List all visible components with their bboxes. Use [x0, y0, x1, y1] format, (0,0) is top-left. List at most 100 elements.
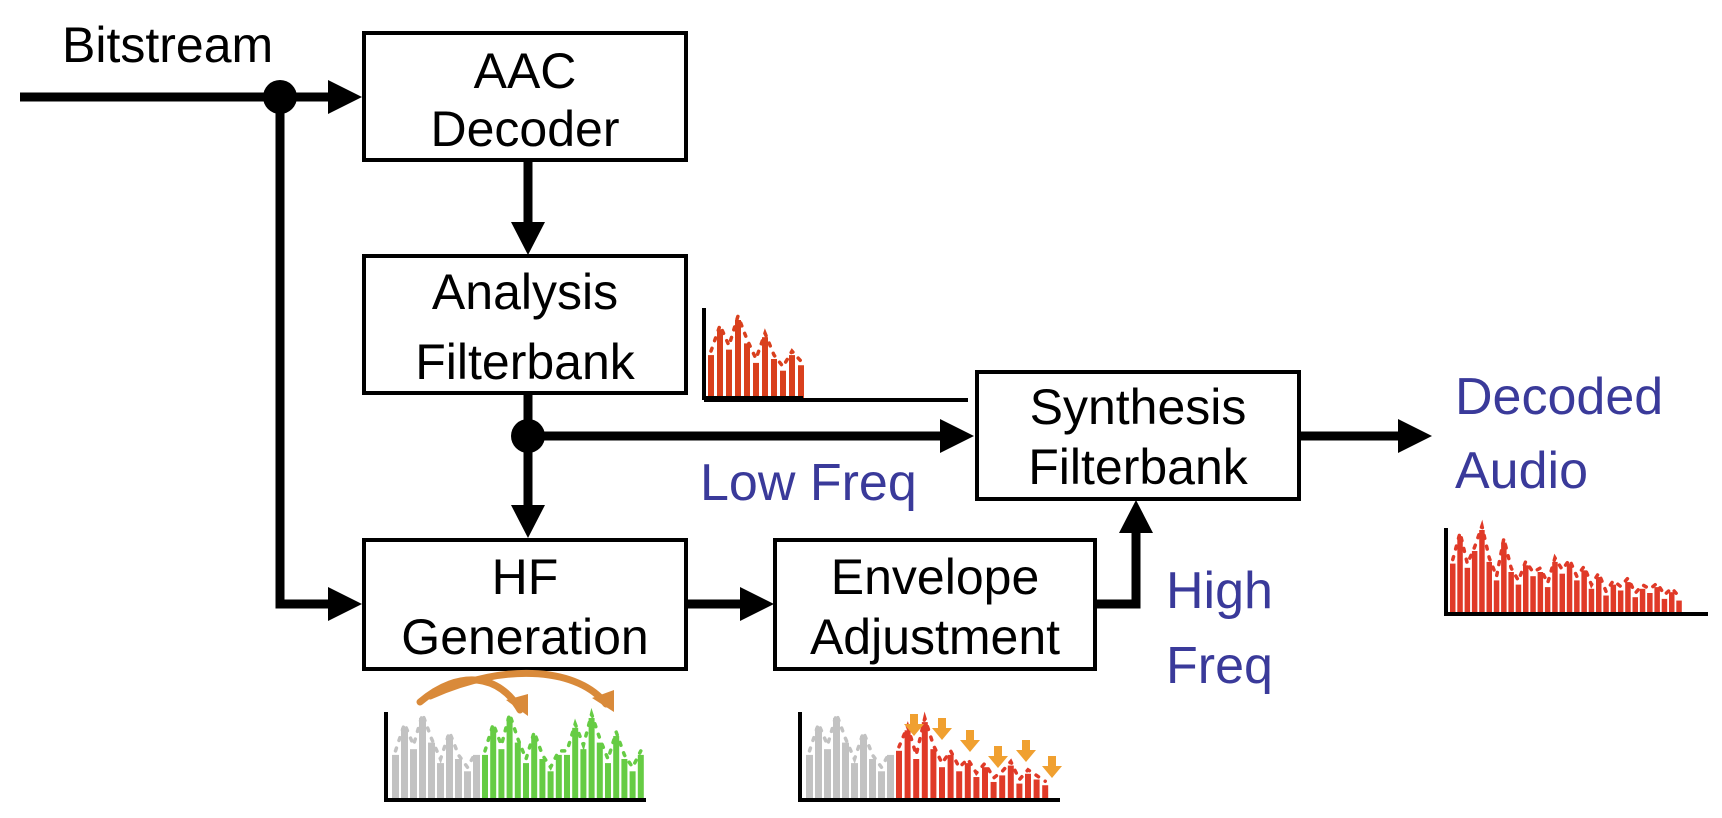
hf-gray-bar	[410, 749, 417, 800]
hf-gray-bar	[455, 759, 462, 800]
high-freq-label-line-2: Freq	[1166, 637, 1273, 695]
output-envelope	[1451, 519, 1681, 599]
hf-green-bar	[572, 727, 579, 800]
hf-green-bar	[531, 736, 538, 800]
hf-gray-bar	[392, 754, 399, 800]
output-bar	[1588, 588, 1595, 614]
env-red-bar	[1033, 779, 1040, 800]
hf-green-bar	[613, 736, 620, 800]
output-bar	[1537, 572, 1544, 614]
gain-arrow-head-1	[904, 724, 924, 736]
env-red-bar	[896, 750, 902, 800]
spectrum-axis	[1444, 528, 1708, 616]
hf-green-envelope	[483, 707, 643, 771]
output-bar	[1450, 563, 1456, 614]
env-red-bar	[1025, 773, 1031, 800]
hf-green-bar	[506, 718, 513, 800]
env-red-bar	[904, 730, 911, 800]
output-bar	[1486, 561, 1492, 614]
hf-generation-line-1: HF	[492, 549, 559, 605]
low-band-spectrum-icon	[702, 308, 804, 400]
env-red-bar	[990, 781, 997, 800]
analysis-filterbank-line-2: Filterbank	[415, 334, 636, 390]
env-red-envelope	[897, 711, 1047, 783]
envelope-adjustment-block: Envelope Adjustment	[773, 538, 1097, 671]
env-red-bar	[1007, 765, 1014, 800]
hf-green-bar	[539, 759, 546, 800]
gain-arrow-head-4	[988, 756, 1008, 768]
output-bar	[1559, 573, 1565, 614]
env-red-bar	[913, 759, 920, 800]
aac-decoder-block: AAC Decoder	[362, 31, 688, 162]
low-band-bar	[789, 355, 795, 398]
hf-green-bar	[596, 742, 603, 800]
low-band-bar	[771, 359, 777, 398]
spectrum-axis	[798, 712, 1060, 802]
decoded-audio-spectrum-icon	[1444, 519, 1708, 616]
hf-green-bar	[588, 718, 595, 800]
low-band-bar	[744, 343, 750, 398]
output-bar	[1457, 536, 1463, 614]
copy-arrow-1-head	[506, 694, 528, 716]
hf-green-bar	[498, 749, 505, 800]
output-bar	[1661, 598, 1668, 614]
signal-connections	[20, 80, 1432, 621]
synthesis-filterbank-line-1: Synthesis	[1030, 379, 1247, 435]
gain-arrow-2	[938, 718, 946, 728]
output-bar	[1479, 530, 1485, 614]
env-gray-bar	[869, 759, 876, 800]
synthesis-filterbank-line-2: Filterbank	[1028, 439, 1249, 495]
gain-arrow-4	[994, 746, 1002, 756]
env-red-bar	[1042, 785, 1049, 800]
hf-green-bar	[490, 727, 497, 800]
output-bar	[1632, 597, 1638, 614]
output-bar	[1501, 542, 1507, 614]
hf-green-bar	[547, 771, 554, 800]
output-bar	[1610, 584, 1617, 614]
output-bar	[1603, 595, 1609, 614]
gain-arrow-3	[966, 730, 974, 740]
env-red-bar	[973, 777, 980, 800]
hf-green-bar	[580, 749, 587, 800]
env-gray-bar	[833, 718, 840, 800]
decoded-audio-label-line-2: Audio	[1455, 442, 1588, 500]
output-bar	[1617, 590, 1624, 614]
hf-green-bar	[629, 771, 636, 800]
env-red-bar	[930, 749, 937, 800]
env-red-bar	[964, 763, 971, 800]
env-red-bar	[921, 722, 928, 800]
low-band-bar	[735, 320, 741, 398]
output-bar	[1581, 570, 1587, 614]
output-bar	[1464, 567, 1471, 614]
gain-arrow-6	[1048, 756, 1056, 766]
hf-gray-bar	[437, 763, 444, 800]
hf-green-bar	[564, 754, 570, 800]
output-bar	[1625, 582, 1631, 614]
env-gray-bar	[824, 749, 831, 800]
env-red-bar	[1016, 783, 1023, 800]
hf-green-bar	[523, 763, 529, 800]
low-band-bar	[717, 329, 723, 398]
envelope-adjustment-line-1: Envelope	[831, 549, 1040, 605]
env-gray-bar	[878, 771, 885, 800]
low-band-bar	[762, 337, 768, 398]
hf-gray-bar	[419, 718, 426, 800]
output-bar	[1530, 576, 1536, 614]
output-bar	[1544, 587, 1551, 614]
aac-decoder-line-1: AAC	[474, 43, 577, 99]
output-bar	[1552, 561, 1558, 614]
gain-arrow-1	[910, 714, 918, 724]
output-bar	[1639, 588, 1646, 614]
output-bar	[1647, 593, 1653, 614]
hf-generation-spectrum-icon	[384, 669, 646, 802]
analysis-filterbank-line-1: Analysis	[432, 264, 618, 320]
envelope-adjustment-line-2: Adjustment	[810, 609, 1060, 665]
hf-gray-bar	[464, 771, 471, 800]
low-band-bar	[726, 349, 732, 398]
output-bar	[1654, 587, 1660, 614]
aac-decoder-line-2: Decoder	[431, 101, 620, 157]
env-red-bar	[982, 767, 988, 800]
low-band-envelope	[709, 310, 803, 370]
hf-green-bar	[621, 759, 628, 800]
